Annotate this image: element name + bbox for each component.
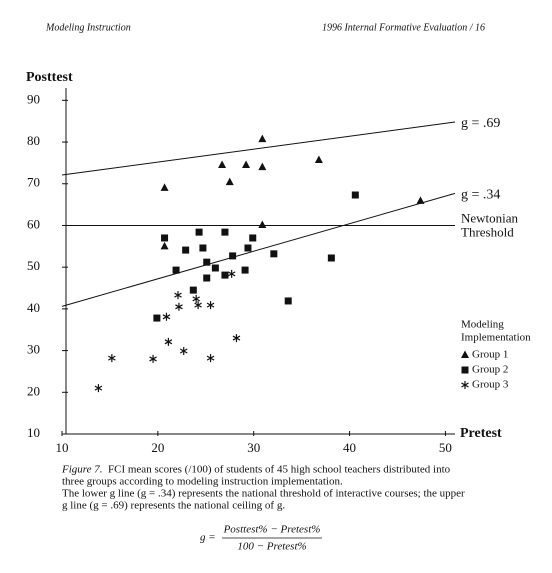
y-tick-label: 60: [27, 216, 40, 231]
legend-title: Implementation: [461, 332, 531, 344]
legend-label: Group 3: [472, 379, 509, 391]
x-tick-label: 10: [56, 440, 69, 455]
x-tick-label: 50: [439, 440, 452, 455]
data-point: [160, 241, 169, 250]
data-point: [153, 314, 161, 322]
data-point: [206, 301, 215, 310]
y-tick-label: 10: [27, 425, 40, 440]
data-point: [162, 312, 171, 321]
x-axis-label: Pretest: [460, 426, 502, 441]
y-tick-label: 70: [27, 175, 40, 190]
legend-marker: [461, 350, 469, 358]
y-tick-label: 50: [27, 258, 40, 273]
data-point: [108, 354, 116, 363]
data-point: [94, 384, 103, 393]
data-point: [249, 234, 257, 242]
x-tick-label: 40: [343, 440, 356, 455]
data-point: [179, 347, 188, 356]
data-point: [416, 196, 425, 204]
g-line: [61, 192, 456, 307]
data-point: [175, 302, 183, 311]
caption-line: The lower g line (g = .34) represents th…: [62, 488, 465, 500]
data-point: [174, 291, 182, 300]
data-point: [244, 244, 252, 252]
data-point: [149, 354, 157, 363]
header-right: 1996 Internal Formative Evaluation / 16: [322, 22, 485, 33]
data-point: [199, 244, 207, 252]
threshold-label: Threshold: [461, 224, 514, 239]
x-tick-label: 30: [247, 440, 260, 455]
legend-label: Group 2: [472, 364, 508, 376]
data-point: [160, 183, 169, 191]
formula-lhs: g =: [200, 532, 216, 544]
data-point: [211, 264, 219, 272]
legend-label: Group 1: [472, 349, 508, 361]
g-line-label: g = .34: [461, 188, 500, 203]
caption-line: FCI mean scores (/100) of students of 45…: [108, 464, 451, 476]
data-point: [161, 234, 169, 242]
y-tick-label: 40: [27, 300, 40, 315]
y-tick-label: 80: [27, 133, 40, 148]
data-point: [203, 274, 211, 282]
data-point: [258, 220, 267, 229]
y-tick-label: 30: [27, 342, 40, 357]
y-tick-label: 20: [27, 383, 40, 398]
data-point: [194, 301, 202, 310]
formula-denominator: 100 − Pretest%: [237, 541, 306, 553]
caption-line: three groups according to modeling instr…: [62, 476, 343, 488]
figure-label: Figure 7.: [61, 464, 103, 476]
data-point: [182, 246, 190, 254]
data-point: [258, 134, 267, 143]
data-point: [351, 191, 359, 199]
data-point: [241, 266, 249, 274]
data-point: [314, 155, 323, 163]
g-line-label: g = .69: [461, 116, 500, 131]
y-axis-label: Posttest: [26, 70, 73, 85]
header-left: Modeling Instruction: [45, 22, 131, 33]
data-point: [270, 250, 278, 258]
data-point: [192, 294, 200, 303]
data-point: [229, 252, 237, 260]
data-point: [227, 269, 236, 278]
data-point: [232, 334, 241, 343]
data-point: [258, 162, 267, 171]
caption-line: g line (g = .69) represents the national…: [62, 500, 285, 512]
data-point: [195, 228, 203, 236]
data-point: [221, 271, 229, 279]
y-tick-label: 90: [27, 91, 40, 106]
data-point: [218, 160, 227, 168]
formula-numerator: Posttest% − Pretest%: [223, 524, 321, 536]
data-point: [203, 258, 211, 266]
threshold-label: Newtonian: [461, 210, 519, 225]
data-point: [164, 337, 173, 346]
data-point: [225, 177, 234, 186]
x-tick-label: 20: [151, 440, 164, 455]
legend-title: Modeling: [461, 319, 504, 331]
data-point: [172, 266, 180, 274]
data-point: [206, 354, 215, 363]
legend-marker: [461, 366, 469, 374]
legend-marker: [461, 381, 469, 389]
data-point: [221, 228, 229, 236]
data-point: [327, 254, 335, 262]
data-point: [242, 160, 251, 168]
g-line: [61, 121, 456, 176]
data-point: [189, 286, 197, 294]
data-point: [284, 297, 292, 305]
